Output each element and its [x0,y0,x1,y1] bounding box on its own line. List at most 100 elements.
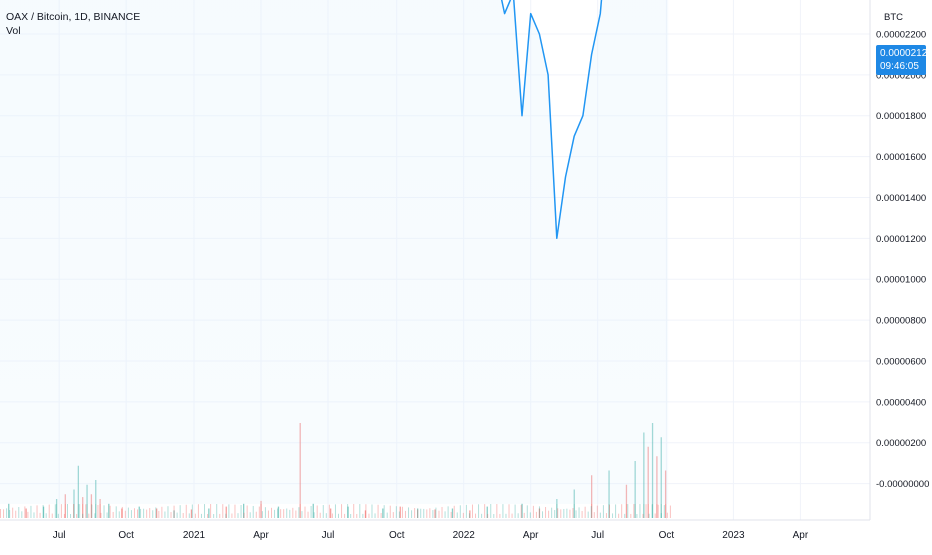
price-axis[interactable]: 0.00002200 0.00002000 0.00001800 0.00001600… [869,0,929,520]
volume-bar [243,512,245,518]
volume-bar [642,513,644,518]
volume-bar [108,503,110,518]
volume-bar [277,508,279,518]
volume-bar [210,504,212,518]
volume-bar [130,510,132,518]
y-tick-label: 0.00001800 [876,111,926,122]
time-axis[interactable]: Jul Oct 2021 Apr Jul Oct 2022 Apr Jul Oct 2023 Apr [0,519,870,541]
volume-bar [398,511,400,518]
volume-bar [76,513,78,518]
volume-bar [414,508,416,518]
volume-bar [624,513,626,518]
volume-bar [66,504,68,518]
volume-bar [33,512,35,518]
volume-bar [341,504,343,518]
volume-bar [572,508,574,518]
volume-bar [451,508,454,518]
volume-bar [292,507,294,518]
volume-bar [60,504,62,518]
volume-bar [557,508,559,518]
volume-bar [280,509,282,518]
volume-bar [188,513,190,518]
volume-bar [569,509,571,518]
volume-bar [669,505,671,518]
x-tick-label: 2023 [722,530,745,541]
volume-bar [246,505,248,518]
volume-bar [663,505,665,518]
volume-bar [304,506,306,518]
volume-bar [618,513,620,518]
volume-bar [648,513,650,518]
volume-bar [401,506,403,518]
volume-bar [535,511,537,518]
volume-bar [350,513,352,518]
volume-bar [261,511,263,518]
volume-bar [465,504,467,518]
volume-bar [64,494,66,518]
volume-bar [459,505,461,518]
volume-bar [258,506,260,518]
volume-bar [283,509,285,518]
axis-unit-label: BTC [884,12,903,23]
volume-bar [97,504,99,518]
volume-bar [399,506,401,518]
volume-bar [90,494,93,518]
volume-bar [471,504,473,518]
volume-bar [411,510,413,518]
volume-bar [73,504,75,518]
volume-bar [365,504,367,518]
x-tick-label: Oct [389,530,405,541]
volume-indicator-label[interactable]: Vol [6,25,21,37]
volume-bar [532,505,534,518]
volume-bar [149,508,151,518]
volume-bar [316,505,318,518]
y-tick-label: 0.00001600 [876,152,926,163]
volume-bar [0,509,1,518]
volume-bar [596,505,598,518]
volume-bar [82,513,84,518]
volume-bar [255,511,257,518]
volume-bar [386,512,388,518]
volume-bar [197,504,199,518]
volume-bar [521,503,523,518]
volume-bar [469,510,471,518]
volume-bar [190,509,193,518]
volume-bar [271,507,273,518]
volume-bar [121,508,123,518]
volume-bar [301,511,303,518]
volume-bar [468,513,470,518]
volume-bar [645,504,647,518]
volume-bar [371,504,373,518]
volume-bar [529,512,531,518]
volume-bar [267,510,269,518]
volume-bar [538,508,541,518]
volume-bar [240,505,242,518]
volume-bar [167,506,169,518]
volume-bar [487,513,489,518]
volume-bar [274,509,276,518]
volume-bar [493,513,495,518]
volume-bar [325,513,327,518]
symbol-title[interactable]: OAX / Bitcoin, 1D, BINANCE [6,11,141,23]
volume-bar [362,513,364,518]
volume-bar [615,504,617,518]
volume-bar [508,504,510,518]
volume-bar [112,511,114,518]
volume-bar [490,504,492,518]
volume-bar [511,513,513,518]
x-tick-label: Jul [591,530,604,541]
volume-bar [8,503,10,518]
volume-bar [481,513,483,518]
volume-bar [161,506,163,518]
volume-bar [208,508,210,518]
price-area-fill [0,0,669,504]
volume-bar [359,504,361,518]
volume-bar [100,512,102,518]
x-tick-label: 2021 [183,530,206,541]
volume-bar [605,513,607,518]
volume-bar [660,513,662,518]
volume-bar [54,504,56,518]
x-tick-label: Oct [118,530,134,541]
